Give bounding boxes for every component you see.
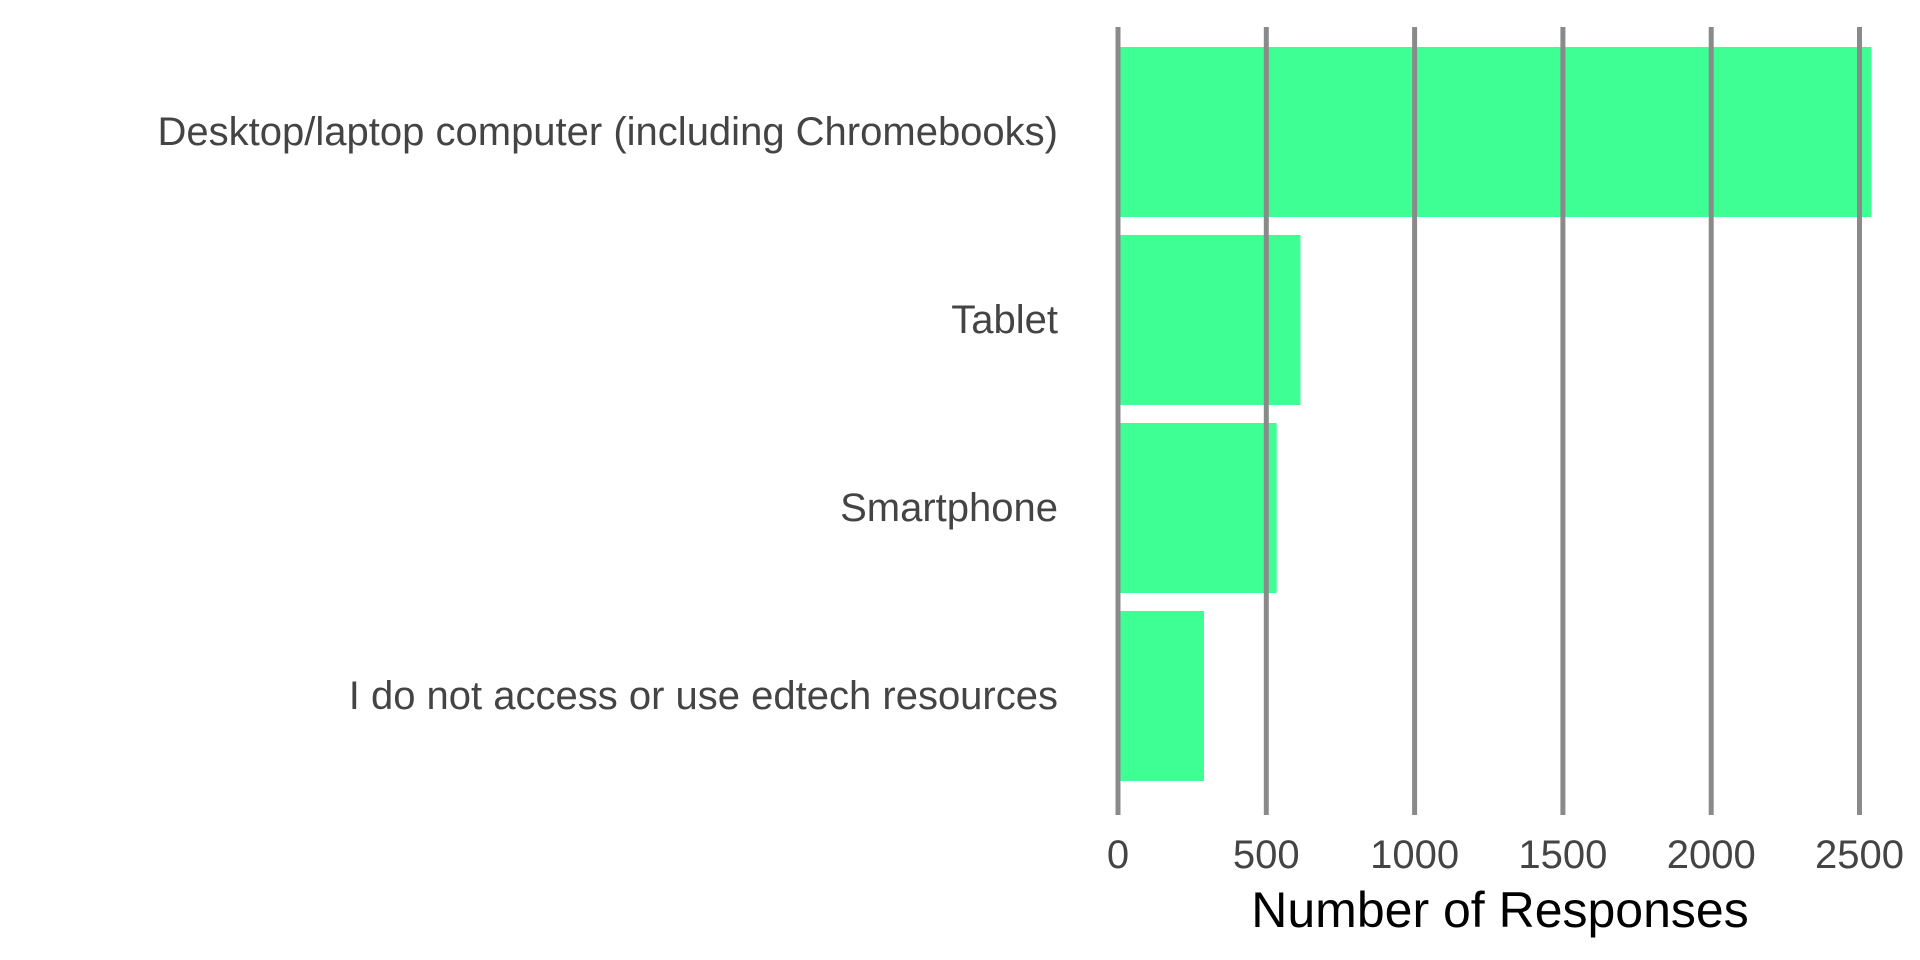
x-tick-label: 1000 bbox=[1370, 833, 1459, 877]
x-tick-label: 0 bbox=[1107, 833, 1129, 877]
category-label: Tablet bbox=[951, 298, 1058, 342]
x-tick-label: 1500 bbox=[1518, 833, 1607, 877]
x-tick-label: 500 bbox=[1233, 833, 1300, 877]
x-tick-labels: 0 500 1000 1500 2000 2500 bbox=[1107, 833, 1904, 877]
bar-1 bbox=[1118, 235, 1301, 405]
bar-3 bbox=[1118, 611, 1205, 781]
x-tick-label: 2000 bbox=[1667, 833, 1756, 877]
bar-0 bbox=[1118, 47, 1872, 217]
category-label: Smartphone bbox=[840, 486, 1058, 530]
x-tick-label: 2500 bbox=[1815, 833, 1904, 877]
bars bbox=[1118, 47, 1872, 781]
category-label: Desktop/laptop computer (including Chrom… bbox=[158, 110, 1058, 154]
category-label: I do not access or use edtech resources bbox=[349, 674, 1058, 718]
category-labels: Desktop/laptop computer (including Chrom… bbox=[158, 110, 1058, 718]
bar-2 bbox=[1118, 423, 1277, 593]
x-axis-title: Number of Responses bbox=[1251, 882, 1748, 938]
gridlines bbox=[1115, 27, 1862, 815]
